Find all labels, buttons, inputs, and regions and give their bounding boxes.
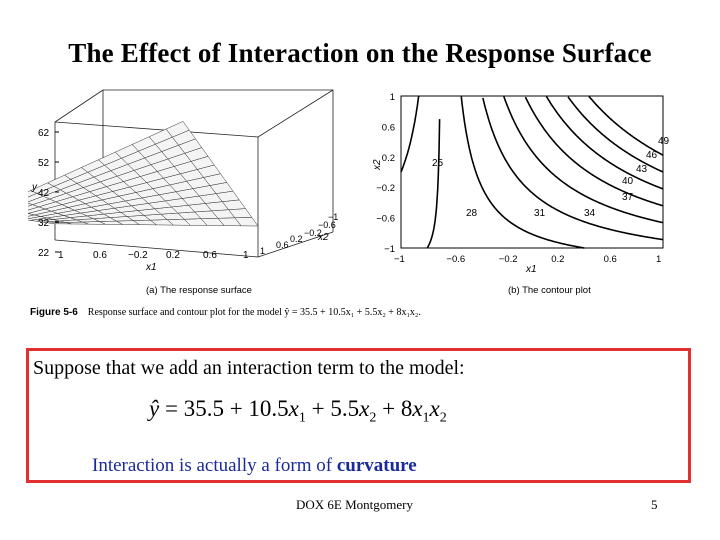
contour-x-tick-label: −0.2 <box>499 254 518 265</box>
right-subtitle: (b) The contour plot <box>508 285 591 296</box>
model-equation: ŷ = 35.5 + 10.5x1 + 5.5x2 + 8x1x2 <box>149 396 447 426</box>
interaction-term: Interaction <box>92 455 175 476</box>
contour-level-label: 46 <box>646 150 658 161</box>
surface-facet <box>165 121 190 138</box>
contour-line <box>545 95 664 190</box>
x1-tick-label: 0.6 <box>93 250 107 261</box>
contour-y-tick-label: 0.2 <box>382 153 395 164</box>
contour-level-label: 28 <box>466 208 478 219</box>
x2-tick-label: 0.6 <box>276 240 289 250</box>
x1-axis-label: x1 <box>145 262 157 273</box>
contour-x-tick-label: 0.6 <box>604 254 617 265</box>
x1-tick-label: 0.2 <box>166 250 180 261</box>
figure-caption: Figure 5-6 Response surface and contour p… <box>30 307 421 318</box>
x1-tick-label: 1 <box>58 250 64 261</box>
contour-x-tick-label: 0.2 <box>551 254 564 265</box>
contour-y-tick-label: −0.2 <box>376 183 395 194</box>
contour-x-tick-label: −1 <box>394 254 405 265</box>
x2-tick-label: 0.2 <box>290 234 303 244</box>
x2-tick-label: −1 <box>328 212 338 222</box>
contour-line <box>460 96 585 249</box>
x2-tick-label: 1 <box>260 246 265 256</box>
contour-y-tick-label: 1 <box>390 92 395 103</box>
contour-line <box>524 96 664 207</box>
contour-level-label: 49 <box>658 136 670 147</box>
contour-y-label: x2 <box>372 159 383 171</box>
contour-x-tick-label: 1 <box>656 254 661 265</box>
surface-facet <box>28 202 34 207</box>
interaction-box: Suppose that we add an interaction term … <box>26 348 691 483</box>
x1-tick-label: 0.6 <box>203 250 217 261</box>
x2-tick-label: −0.2 <box>304 228 322 238</box>
contour-y-tick-label: 0.6 <box>382 122 395 133</box>
figure: y 62 52 42 32 22 1 0.6 −0.2 0.2 0.6 1 1 0.6 0.2 −0.2… <box>28 82 708 322</box>
contour-level-label: 43 <box>636 164 648 175</box>
contour-level-label: 40 <box>622 176 634 187</box>
footer-text: DOX 6E Montgomery <box>296 497 413 512</box>
interaction-note: Interaction is actually a form of curvat… <box>92 455 417 477</box>
contour-line <box>482 97 664 241</box>
contour-line <box>567 96 664 173</box>
y-tick-label: 42 <box>38 188 50 199</box>
caption-text: Response surface and contour plot for th… <box>87 307 421 318</box>
note-middle: is actually a form of <box>174 455 337 476</box>
page-number: 5 <box>651 497 658 512</box>
contour-line <box>400 95 420 173</box>
contour-level-label: 37 <box>622 192 634 203</box>
box-intro: Suppose that we add an interaction term … <box>33 357 465 379</box>
contour-y-tick-label: −0.6 <box>376 214 395 225</box>
y-axis-label: y <box>31 182 38 193</box>
contour-line <box>426 119 441 249</box>
contour-level-label: 25 <box>432 158 444 169</box>
contour-level-label: 31 <box>534 208 546 219</box>
contour-y-tick-label: −1 <box>384 244 395 255</box>
contour-line <box>588 95 664 156</box>
curvature-term: curvature <box>336 455 417 476</box>
contour-x-tick-label: −0.6 <box>446 254 465 265</box>
y-tick-label: 52 <box>38 158 50 169</box>
contour-x-label: x1 <box>525 264 537 275</box>
y-tick-label: 32 <box>38 218 50 229</box>
x1-tick-label: −0.2 <box>128 250 148 261</box>
x2-axis-label: x2 <box>317 232 329 243</box>
y-tick-label: 22 <box>38 248 50 259</box>
left-subtitle: (a) The response surface <box>146 285 252 296</box>
x1-tick-label: 1 <box>243 250 249 261</box>
caption-label: Figure 5-6 <box>30 307 78 318</box>
x2-tick-label: −0.6 <box>318 220 336 230</box>
contour-level-label: 34 <box>584 208 596 219</box>
contour-line <box>503 96 664 224</box>
y-tick-label: 62 <box>38 128 50 139</box>
page-title: The Effect of Interaction on the Respons… <box>68 38 652 68</box>
